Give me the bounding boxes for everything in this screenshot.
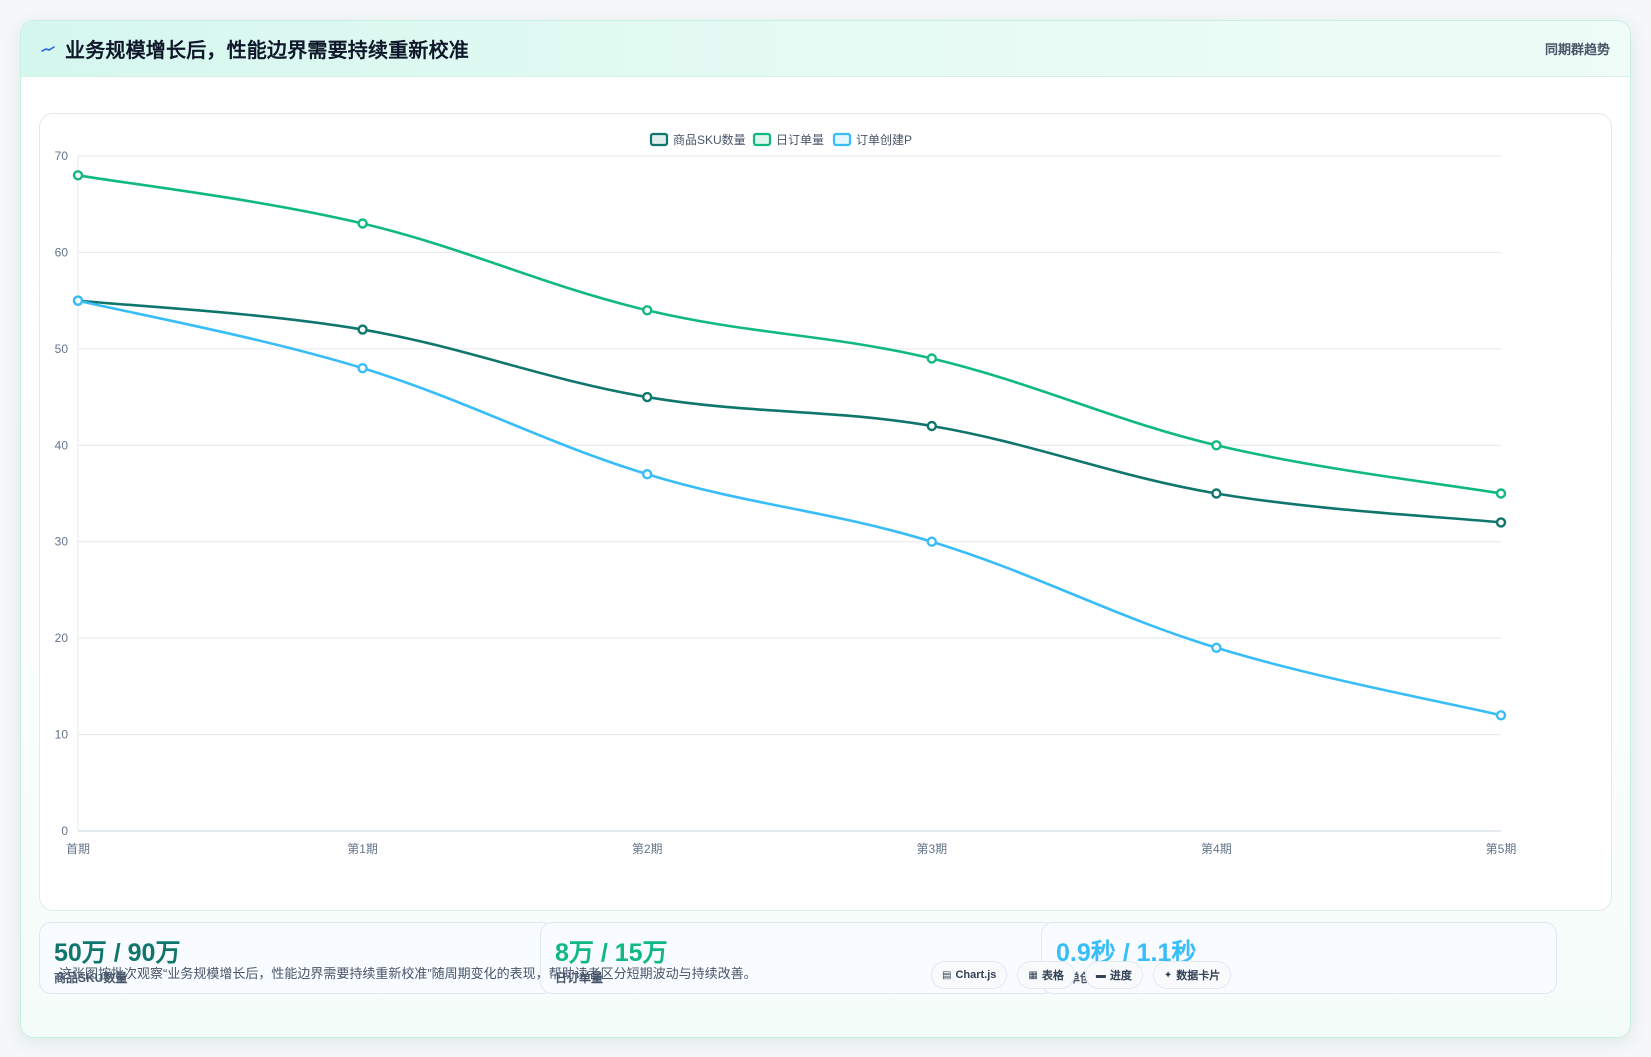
legend-label: 日订单量 — [776, 133, 824, 147]
data-point — [357, 324, 368, 335]
y-tick-label: 30 — [55, 535, 69, 549]
card-icon: ✦ — [1163, 969, 1173, 981]
cohort-trend-link[interactable]: 同期群趋势 — [1544, 42, 1610, 57]
data-point — [642, 391, 653, 403]
data-point — [357, 218, 368, 229]
stat-value: 50万 / 90万 — [54, 939, 181, 967]
progress-icon: ▬ — [1095, 969, 1106, 981]
x-tick-label: 首期 — [66, 842, 90, 856]
y-tick-label: 70 — [55, 149, 69, 163]
y-tick-label: 40 — [55, 438, 69, 452]
data-point — [926, 353, 937, 364]
pill-label: 进度 — [1109, 970, 1132, 982]
y-tick-label: 20 — [55, 631, 69, 645]
x-tick-label: 第2期 — [632, 842, 663, 856]
chart-panel: 0 10 20 30 40 50 60 70 首期 第1期 第2期 第3期 第4期 第5期 商品SKU数量 日… — [39, 113, 1612, 911]
data-point — [1495, 710, 1507, 721]
legend-swatch — [752, 132, 772, 147]
y-tick-label: 10 — [55, 728, 69, 742]
data-point — [1495, 488, 1507, 499]
data-point — [1211, 642, 1222, 653]
x-tick-label: 第4期 — [1201, 842, 1232, 856]
y-tick-label: 50 — [55, 342, 69, 356]
card-header: 业务规模增长后，性能边界需要持续重新校准 同期群趋势 — [21, 21, 1630, 77]
legend-label: 订单创建P — [856, 133, 912, 147]
stat-card-sku: 50万 / 90万 商品SKU数量 — [39, 922, 555, 994]
data-point — [1211, 488, 1222, 499]
title-wrap: 业务规模增长后，性能边界需要持续重新校准 — [41, 34, 469, 63]
pill-table[interactable]: ▦ 表格 — [1017, 961, 1075, 989]
series-line — [77, 299, 1502, 717]
line-chart: 0 10 20 30 40 50 60 70 首期 第1期 第2期 第3期 第4期 第5期 商品SKU数量 日… — [55, 132, 1517, 856]
data-point — [642, 305, 653, 316]
series-line — [77, 299, 1502, 524]
pill-chartjs[interactable]: ▤ Chart.js — [931, 961, 1008, 989]
data-point — [642, 469, 653, 480]
data-point — [357, 362, 368, 374]
pulse-icon — [41, 45, 55, 52]
y-tick-label: 0 — [61, 824, 68, 838]
series-line — [77, 174, 1502, 495]
footer-note: 这张图按批次观察“业务规模增长后，性能边界需要持续重新校准”随周期变化的表现，帮… — [59, 966, 757, 981]
pill-label: Chart.js — [955, 969, 997, 981]
data-point — [72, 295, 84, 306]
legend-label: 商品SKU数量 — [673, 132, 746, 147]
table-icon: ▦ — [1028, 969, 1038, 981]
pill-label: 数据卡片 — [1176, 970, 1221, 982]
y-tick-label: 60 — [55, 245, 69, 259]
feature-pills: ▤ Chart.js ▦ 表格 ▬ 进度 ✦ 数据卡片 — [931, 961, 1232, 989]
x-tick-label: 第5期 — [1486, 842, 1517, 856]
pill-progress[interactable]: ▬ 进度 — [1084, 961, 1143, 989]
pill-data-card[interactable]: ✦ 数据卡片 — [1152, 961, 1232, 989]
x-tick-label: 第3期 — [916, 842, 947, 856]
chart-icon: ▤ — [942, 969, 952, 981]
data-point — [926, 420, 937, 432]
stat-value: 8万 / 15万 — [555, 939, 668, 967]
legend-swatch — [649, 132, 669, 147]
stat-label: 日订单量 — [555, 971, 604, 985]
data-point — [1211, 440, 1222, 451]
data-point — [72, 170, 84, 181]
stat-label: 商品SKU数量 — [54, 971, 128, 985]
chart-card: 业务规模增长后，性能边界需要持续重新校准 同期群趋势 0 10 20 30 40 50 60… — [20, 20, 1631, 1038]
data-point — [1495, 517, 1507, 528]
data-point — [926, 536, 937, 547]
page-title: 业务规模增长后，性能边界需要持续重新校准 — [65, 40, 469, 62]
pill-label: 表格 — [1041, 970, 1064, 982]
x-tick-label: 第1期 — [347, 842, 378, 856]
legend-swatch — [832, 132, 852, 147]
card-body: 0 10 20 30 40 50 60 70 首期 第1期 第2期 第3期 第4期 第5期 商品SKU数量日… — [21, 77, 1630, 1037]
